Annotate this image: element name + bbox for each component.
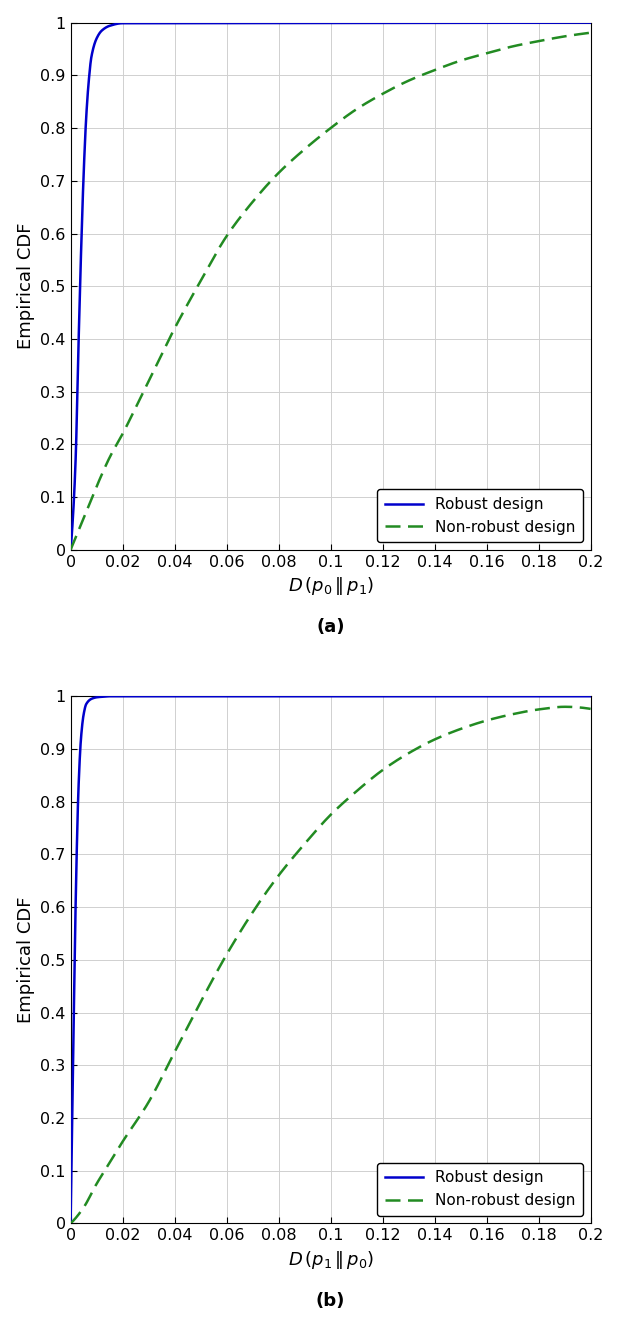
Line: Non-robust design: Non-robust design	[71, 33, 591, 550]
Non-robust design	[561, 699, 569, 714]
Robust design	[109, 17, 117, 33]
Line: Robust design: Robust design	[71, 22, 591, 550]
Non-robust design	[296, 145, 303, 161]
Non-robust design	[472, 716, 480, 731]
Robust design	[78, 241, 85, 257]
Non-robust design	[424, 65, 432, 80]
Robust design	[587, 14, 595, 30]
Line: Robust design: Robust design	[71, 696, 591, 1223]
Robust design	[69, 1061, 77, 1077]
Line: Non-robust design: Non-robust design	[71, 706, 591, 1223]
Y-axis label: Empirical CDF: Empirical CDF	[17, 896, 35, 1023]
Y-axis label: Empirical CDF: Empirical CDF	[17, 223, 35, 349]
Non-robust design	[587, 701, 595, 717]
Non-robust design	[67, 1215, 74, 1231]
Non-robust design	[67, 542, 74, 558]
Non-robust design	[296, 842, 303, 858]
Non-robust design	[482, 46, 489, 62]
Robust design	[67, 1215, 74, 1231]
Legend: Robust design, Non-robust design: Robust design, Non-robust design	[377, 1162, 583, 1215]
Non-robust design	[482, 713, 489, 729]
Robust design	[70, 494, 78, 510]
Non-robust design	[472, 49, 480, 65]
Text: (a): (a)	[316, 618, 345, 637]
Robust design	[67, 542, 74, 558]
Robust design	[102, 688, 109, 704]
Robust design	[117, 16, 124, 32]
Non-robust design	[120, 424, 127, 440]
Non-robust design	[120, 1132, 127, 1148]
Robust design	[113, 16, 120, 32]
Non-robust design	[277, 162, 285, 178]
X-axis label: $D\,(p_1\,\|\,p_0)$: $D\,(p_1\,\|\,p_0)$	[288, 1248, 374, 1271]
Non-robust design	[587, 25, 595, 41]
Text: (b): (b)	[316, 1292, 345, 1310]
X-axis label: $D\,(p_0\,\|\,p_1)$: $D\,(p_0\,\|\,p_1)$	[288, 575, 374, 597]
Non-robust design	[424, 735, 432, 751]
Robust design	[107, 17, 115, 33]
Robust design	[75, 780, 82, 796]
Robust design	[104, 688, 112, 704]
Robust design	[106, 688, 113, 704]
Robust design	[99, 689, 106, 705]
Robust design	[97, 689, 105, 705]
Legend: Robust design, Non-robust design: Robust design, Non-robust design	[377, 489, 583, 542]
Robust design	[587, 688, 595, 704]
Non-robust design	[277, 865, 285, 880]
